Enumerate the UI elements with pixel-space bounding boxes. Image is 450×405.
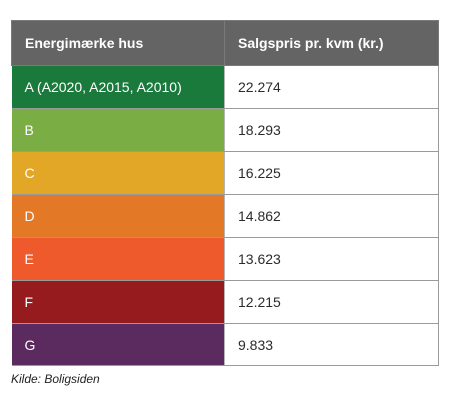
energy-grade-cell: C	[11, 151, 225, 195]
energy-grade-cell: B	[11, 108, 225, 152]
header-sales-price: Salgspris pr. kvm (kr.)	[224, 20, 439, 66]
source-caption: Kilde: Boligsiden	[11, 372, 100, 386]
energy-label-price-table: Energimærke hus Salgspris pr. kvm (kr.) …	[11, 20, 439, 366]
table-row: E 13.623	[11, 237, 439, 281]
table-row: D 14.862	[11, 194, 439, 238]
price-cell: 22.274	[224, 65, 439, 109]
table-row: B 18.293	[11, 108, 439, 152]
table-row: A (A2020, A2015, A2010) 22.274	[11, 65, 439, 109]
price-cell: 9.833	[224, 323, 439, 366]
price-cell: 16.225	[224, 151, 439, 195]
price-cell: 13.623	[224, 237, 439, 281]
table-row: G 9.833	[11, 323, 439, 366]
table-row: F 12.215	[11, 280, 439, 324]
energy-grade-cell: D	[11, 194, 225, 238]
price-cell: 14.862	[224, 194, 439, 238]
energy-grade-cell: G	[11, 323, 225, 366]
price-cell: 18.293	[224, 108, 439, 152]
table-header-row: Energimærke hus Salgspris pr. kvm (kr.)	[11, 20, 439, 66]
energy-grade-cell: F	[11, 280, 225, 324]
price-cell: 12.215	[224, 280, 439, 324]
energy-label-table-container: Energimærke hus Salgspris pr. kvm (kr.) …	[11, 20, 439, 366]
energy-grade-cell: A (A2020, A2015, A2010)	[11, 65, 225, 109]
header-energy-label: Energimærke hus	[11, 20, 225, 66]
table-row: C 16.225	[11, 151, 439, 195]
energy-grade-cell: E	[11, 237, 225, 281]
